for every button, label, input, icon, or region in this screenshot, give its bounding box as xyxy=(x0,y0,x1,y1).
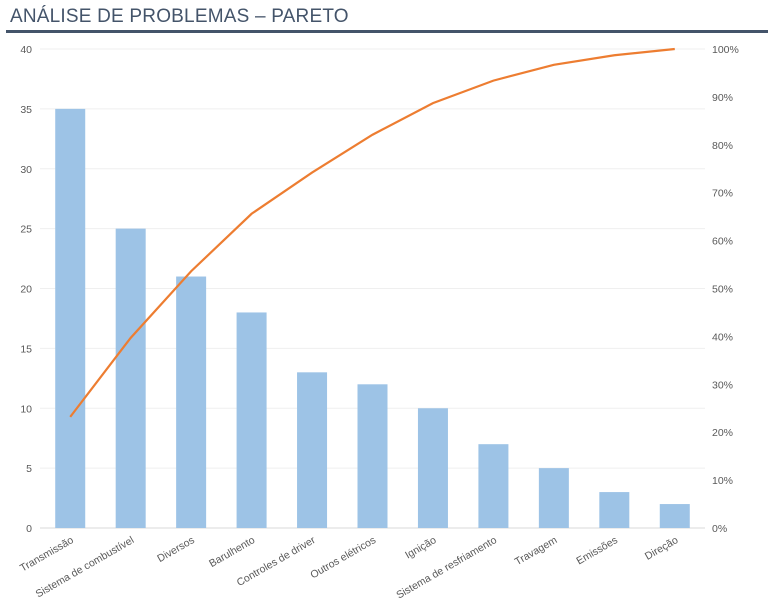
x-tick-label: Sistema de resfriamento xyxy=(394,534,499,601)
y2-tick-label: 10% xyxy=(712,475,733,487)
x-tick-label: Barulhento xyxy=(207,534,257,570)
bar xyxy=(297,372,328,528)
y2-tick-label: 30% xyxy=(712,379,733,391)
x-tick-label: Emissões xyxy=(574,534,619,567)
x-tick-label: Sistema de combustível xyxy=(34,534,137,600)
bar xyxy=(659,504,690,528)
x-tick-label: Transmissão xyxy=(18,534,76,574)
x-tick-label: Travagem xyxy=(513,534,560,568)
bar xyxy=(115,228,146,528)
y-tick-label: 30 xyxy=(20,164,32,176)
y-tick-label: 5 xyxy=(26,463,32,475)
x-tick-label: Direção xyxy=(643,534,680,563)
bar xyxy=(176,276,207,528)
title-underline xyxy=(6,30,768,33)
y2-tick-label: 20% xyxy=(712,427,733,439)
x-tick-label: Outros elétricos xyxy=(308,534,378,581)
cumulative-line xyxy=(69,47,675,418)
y-tick-label: 20 xyxy=(20,284,32,296)
y2-tick-label: 0% xyxy=(712,523,727,535)
x-tick-label: Ignição xyxy=(403,534,438,561)
y-tick-label: 15 xyxy=(20,343,32,355)
y2-tick-label: 50% xyxy=(712,284,733,296)
y2-tick-label: 100% xyxy=(712,44,739,56)
y2-tick-label: 60% xyxy=(712,236,733,248)
y2-tick-label: 70% xyxy=(712,188,733,200)
bar xyxy=(55,108,86,528)
x-tick-label: Diversos xyxy=(155,534,196,565)
bar xyxy=(357,384,388,528)
bar xyxy=(478,444,509,528)
y-tick-label: 10 xyxy=(20,403,32,415)
y2-tick-label: 90% xyxy=(712,92,733,104)
y-tick-label: 25 xyxy=(20,224,32,236)
bar xyxy=(599,492,630,528)
bar xyxy=(417,408,448,528)
y2-tick-label: 80% xyxy=(712,140,733,152)
chart-title: ANÁLISE DE PROBLEMAS – PARETO xyxy=(10,6,349,27)
y2-tick-label: 40% xyxy=(712,331,733,343)
bar xyxy=(538,468,569,528)
y-tick-label: 35 xyxy=(20,104,32,116)
bar xyxy=(236,312,267,528)
y-tick-label: 40 xyxy=(20,44,32,56)
y-tick-label: 0 xyxy=(26,523,32,535)
